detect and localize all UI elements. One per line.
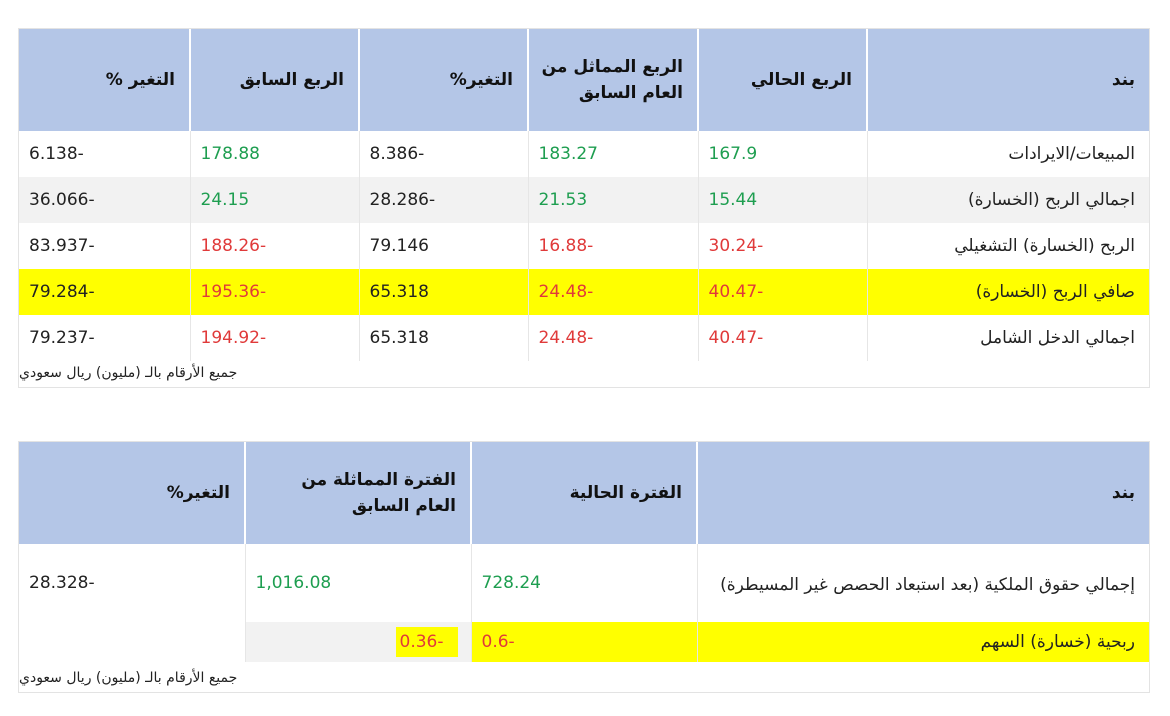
cell-current: 40.47- [697, 315, 867, 361]
table-row: المبيعات/الايرادات 167.9 183.27 8.386- 1… [19, 131, 1149, 177]
cell-same-last-year: 183.27 [527, 131, 698, 177]
header-item: بند [696, 442, 1149, 544]
quarterly-results-table-container: بند الربع الحالي الربع المماثل من العام … [18, 28, 1150, 388]
header-current-period: الفترة الحالية [470, 442, 697, 544]
cell-previous: 194.92- [189, 315, 359, 361]
table-row: اجمالي الربح (الخسارة) 15.44 21.53 28.28… [19, 177, 1149, 223]
row-item-label: اجمالي الدخل الشامل [866, 315, 1149, 361]
period-results-table-container: بند الفترة الحالية الفترة المماثلة من ال… [18, 441, 1150, 693]
cell-change [19, 622, 245, 662]
period-results-table: بند الفترة الحالية الفترة المماثلة من ال… [19, 442, 1149, 662]
table-row: اجمالي الدخل الشامل 40.47- 24.48- 65.318… [19, 315, 1149, 361]
header-same-quarter-last-year: الربع المماثل من العام السابق [527, 29, 698, 131]
cell-previous: 178.88 [189, 131, 359, 177]
cell-same-last-year: 21.53 [527, 177, 698, 223]
cell-current: 728.24 [470, 544, 697, 622]
cell-change-1: 79.146 [358, 223, 528, 269]
cell-change-2: 79.284- [19, 269, 190, 315]
cell-change-2: 6.138- [29, 144, 84, 164]
cell-current: 40.47- [697, 269, 867, 315]
table-header-row: بند الفترة الحالية الفترة المماثلة من ال… [19, 442, 1149, 544]
cell-change-1: 65.318 [358, 315, 528, 361]
cell-current: 0.6- [470, 622, 697, 662]
row-item-label: المبيعات/الايرادات [866, 131, 1149, 177]
header-item: بند [866, 29, 1149, 131]
row-item-label: صافي الربح (الخسارة) [866, 269, 1149, 315]
cell-previous: 24.15 [189, 177, 359, 223]
cell-change-2: 79.237- [29, 328, 95, 348]
cell-change-1: 28.286- [358, 177, 528, 223]
header-change-pct-1: التغير% [358, 29, 528, 131]
cell-same-last-year: 24.48- [527, 315, 698, 361]
cell-current: 30.24- [697, 223, 867, 269]
header-previous-quarter: الربع السابق [189, 29, 359, 131]
table-row-highlighted: ربحية (خسارة) السهم 0.6- 0.36- [19, 622, 1149, 662]
header-same-period-last-year: الفترة المماثلة من العام السابق [244, 442, 471, 544]
quarterly-results-table: بند الربع الحالي الربع المماثل من العام … [19, 29, 1149, 361]
cell-current: 167.9 [697, 131, 867, 177]
units-note: جميع الأرقام بالـ (مليون) ريال سعودي [19, 670, 238, 686]
table-header-row: بند الربع الحالي الربع المماثل من العام … [19, 29, 1149, 131]
row-item-label: إجمالي حقوق الملكية (بعد استبعاد الحصص غ… [696, 544, 1149, 622]
table-row-highlighted: صافي الربح (الخسارة) 40.47- 24.48- 65.31… [19, 269, 1149, 315]
cell-change-1: 8.386- [358, 131, 528, 177]
cell-previous: 188.26- [189, 223, 359, 269]
row-item-label: الربح (الخسارة) التشغيلي [866, 223, 1149, 269]
row-item-label: ربحية (خسارة) السهم [696, 622, 1149, 662]
cell-change: 28.328- [29, 573, 95, 593]
cell-same-last-year: 0.36- [244, 622, 471, 662]
cell-change-2: 36.066- [19, 177, 190, 223]
header-change-pct: التغير% [19, 442, 245, 544]
table-row: إجمالي حقوق الملكية (بعد استبعاد الحصص غ… [19, 544, 1149, 622]
header-change-pct-2: التغير % [19, 29, 190, 131]
cell-previous: 195.36- [189, 269, 359, 315]
cell-same-last-year: 24.48- [527, 269, 698, 315]
header-current-quarter: الربع الحالي [697, 29, 867, 131]
row-item-label: اجمالي الربح (الخسارة) [866, 177, 1149, 223]
cell-same-last-year: 1,016.08 [244, 544, 471, 622]
table-row: الربح (الخسارة) التشغيلي 30.24- 16.88- 7… [19, 223, 1149, 269]
cell-current: 15.44 [697, 177, 867, 223]
units-note: جميع الأرقام بالـ (مليون) ريال سعودي [19, 365, 238, 381]
cell-change-2: 83.937- [29, 236, 95, 256]
cell-same-last-year: 16.88- [527, 223, 698, 269]
cell-change-1: 65.318 [358, 269, 528, 315]
